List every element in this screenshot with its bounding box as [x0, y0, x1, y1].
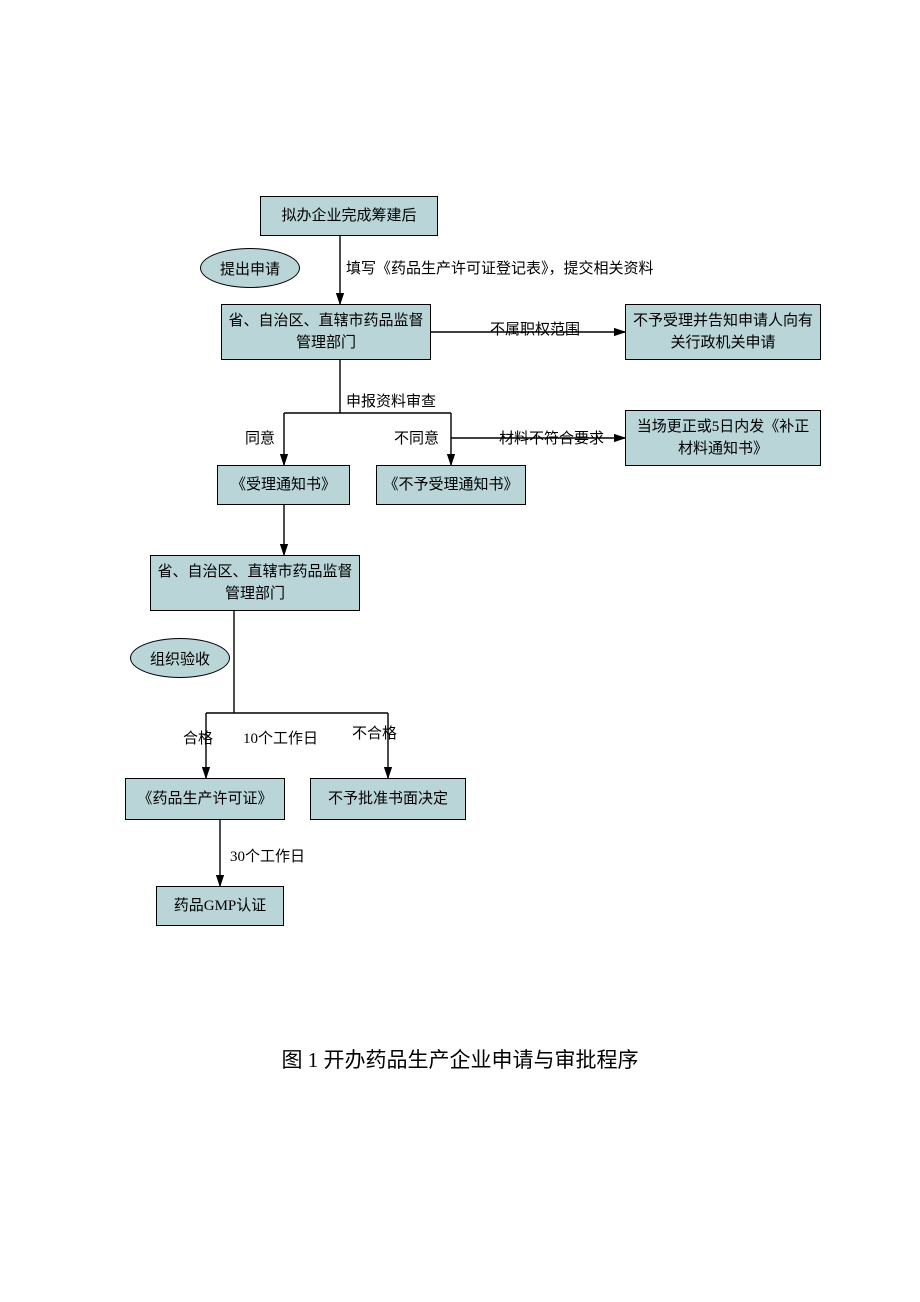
node-label: 拟办企业完成筹建后 [281, 205, 416, 228]
node-n5: 《受理通知书》 [217, 465, 350, 505]
node-n6: 《不予受理通知书》 [376, 465, 526, 505]
node-label: 省、自治区、直辖市药品监督管理部门 [157, 561, 353, 606]
edge-label-l8: 10个工作日 [243, 730, 318, 750]
flowchart-canvas: 拟办企业完成筹建后提出申请省、自治区、直辖市药品监督管理部门 不予受理并告知申请人… [0, 0, 920, 1302]
node-label: 《受理通知书》 [231, 474, 336, 497]
node-label: 当场更正或5日内发《补正材料通知书》 [632, 416, 814, 461]
node-label: 《不予受理通知书》 [383, 474, 518, 497]
edge-label-l3: 不属职权范围 [490, 321, 580, 341]
node-label: 提出申请 [220, 258, 280, 279]
node-label: 省、自治区、直辖市药品监督管理部门 [228, 310, 424, 355]
node-n1: 拟办企业完成筹建后 [260, 196, 438, 236]
node-n2: 省、自治区、直辖市药品监督管理部门 [221, 304, 431, 360]
node-n9: 不予批准书面决定 [310, 778, 466, 820]
edge-label-l10: 30个工作日 [230, 848, 305, 868]
edge-label-l2: 申报资料审查 [346, 393, 436, 413]
figure-caption: 图 1 开办药品生产企业申请与审批程序 [0, 1044, 920, 1074]
edge-label-l7: 合格 [183, 730, 213, 750]
node-n10: 药品GMP认证 [156, 886, 284, 926]
edge-label-l1: 填写《药品生产许可证登记表》，提交相关资料 [346, 260, 654, 280]
edge-label-l5: 同意 [245, 430, 275, 450]
node-n3: 不予受理并告知申请人向有关行政机关申请 [625, 304, 821, 360]
node-label: 组织验收 [150, 648, 210, 669]
node-label: 《药品生产许可证》 [137, 788, 272, 811]
node-n8: 《药品生产许可证》 [125, 778, 285, 820]
node-n4: 当场更正或5日内发《补正材料通知书》 [625, 410, 821, 466]
edge-label-l9: 不合格 [352, 725, 397, 745]
node-n7: 省、自治区、直辖市药品监督管理部门 [150, 555, 360, 611]
edge-label-l6: 不同意 [394, 430, 439, 450]
node-label: 不予批准书面决定 [328, 788, 448, 811]
node-label: 药品GMP认证 [174, 895, 267, 918]
node-e2: 组织验收 [130, 638, 230, 678]
node-label: 不予受理并告知申请人向有关行政机关申请 [632, 310, 814, 355]
node-e1: 提出申请 [200, 248, 300, 288]
edge-label-l4: 材料不符合要求 [499, 430, 604, 450]
